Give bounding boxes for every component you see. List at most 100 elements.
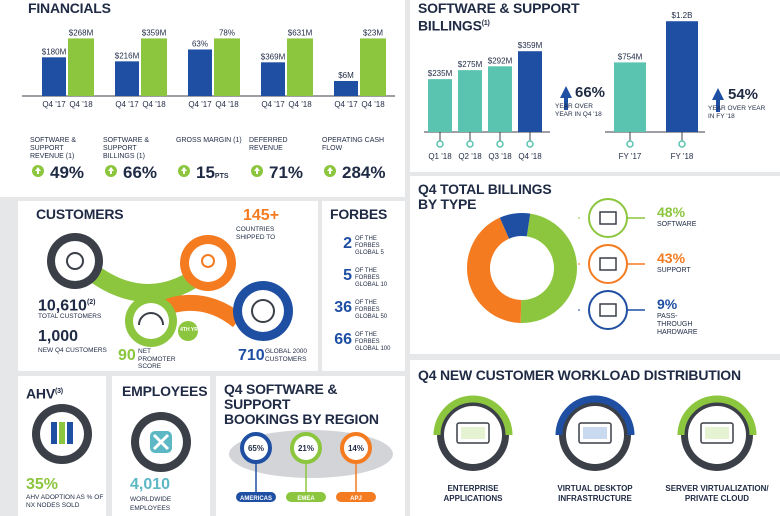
billing-tick-dot (496, 140, 504, 148)
billing-bar-label: $292M (488, 56, 513, 65)
fin-bar-label-q4-18: $268M (69, 28, 94, 37)
growth-arrow-icon (108, 167, 114, 174)
billing-type-title-line1: Q4 TOTAL BILLINGS (418, 181, 552, 197)
fy-tick-dot (678, 140, 686, 148)
billing-bar-label: $275M (458, 60, 483, 69)
fin-x-label: Q4 '17 (188, 100, 212, 109)
forbes-num: 5 (343, 267, 352, 284)
quarter-growth-text: YEAR OVER YEAR IN Q4 '18 (555, 103, 602, 118)
fin-growth: 71% (269, 163, 303, 182)
forbes-title: FORBES (330, 206, 388, 222)
workload-screen-fill (461, 427, 485, 439)
billing-type-glyph (599, 303, 617, 317)
workload-panel: Q4 NEW CUSTOMER WORKLOAD DISTRIBUTION EN… (410, 360, 780, 516)
region-pill (236, 492, 276, 502)
fin-bar-q4-18 (141, 38, 167, 96)
customers-title: CUSTOMERS (36, 206, 124, 222)
fin-bar-q4-18 (68, 38, 94, 96)
billing-bar-quarter (518, 51, 542, 132)
fin-bar-q4-18 (360, 38, 386, 96)
fin-bar-label-q4-17: $180M (42, 47, 67, 56)
fin-growth: 15PTS (196, 163, 229, 182)
nps-text: NET PROMOTER SCORE (138, 348, 176, 370)
fy-bar (666, 21, 698, 132)
region-pill (286, 492, 326, 502)
nps-score: 90 (118, 347, 136, 364)
billing-tick-dot (466, 140, 474, 148)
billing-bar-quarter (488, 66, 512, 132)
users-icon (66, 252, 84, 270)
billings-title-line1: SOFTWARE & SUPPORT (418, 0, 580, 16)
billing-type-donut (467, 198, 645, 330)
billing-type-pct: 9% (657, 296, 678, 312)
fin-group-name: DEFERRED REVENUE (249, 137, 288, 152)
workload-screen-fill (583, 427, 607, 439)
countries-text: COUNTRIES SHIPPED TO (236, 226, 276, 241)
ahv-panel: AHV(3) 35% AHV ADOPTION AS % OF NX NODES… (18, 376, 106, 516)
fin-bar-q4-17 (188, 49, 212, 96)
bookings-title-line1: Q4 SOFTWARE & SUPPORT (224, 381, 338, 412)
financials-title: FINANCIALS (28, 0, 111, 16)
billing-x-label: Q2 '18 (458, 152, 482, 161)
billing-type-glyph (599, 211, 617, 225)
forbes-text: OF THE FORBES GLOBAL 100 (355, 332, 391, 352)
region-name: AMERICAS (240, 496, 272, 502)
bookings-panel: Q4 SOFTWARE & SUPPORT BOOKINGS BY REGION… (216, 376, 405, 516)
fin-bar-q4-17 (261, 62, 285, 96)
nps-badge: 4th YR (180, 327, 198, 333)
fy-tick-dot (626, 140, 634, 148)
fin-bar-label-q4-17: $216M (115, 51, 140, 60)
region-pct: 21% (298, 444, 314, 453)
billing-type-name: SOFTWARE (657, 221, 697, 228)
billings-title-line2: BILLINGS (418, 17, 482, 34)
fin-growth-unit: PTS (215, 173, 229, 180)
quarter-up-arrow-icon (560, 86, 572, 110)
fin-bar-q4-17 (42, 57, 66, 96)
billing-type-icon (588, 198, 628, 238)
billing-type-panel: Q4 TOTAL BILLINGS BY TYPE 48% SOFTWARE 43%… (410, 176, 780, 354)
workload-label-line1: SERVER VIRTUALIZATION/ (665, 484, 769, 493)
fy-bar-label: $1.2B (672, 11, 693, 20)
customers-panel: CUSTOMERS 145+ COUNTRIES SHIPPED TO 10,6… (18, 201, 318, 371)
bookings-title: Q4 SOFTWARE & SUPPORT BOOKINGS BY REGION (224, 382, 405, 427)
workload-title: Q4 NEW CUSTOMER WORKLOAD DISTRIBUTION (418, 367, 741, 383)
award-badge-icon (178, 321, 198, 341)
billing-bar-label: $235M (428, 69, 453, 78)
billing-type-name: PASS-THROUGH HARDWARE (657, 313, 698, 336)
fy-bar (614, 62, 646, 132)
workload-ring-accent (555, 395, 635, 436)
growth-arrow-icon (327, 167, 333, 174)
customers-graphic (47, 233, 293, 347)
fin-x-label: Q4 '18 (69, 100, 93, 109)
fin-x-label: Q4 '17 (261, 100, 285, 109)
ahv-title: AHV(3) (26, 385, 63, 402)
billings-panel: SOFTWARE & SUPPORT BILLINGS(1) $235M Q1 '… (410, 0, 780, 172)
fin-growth: 284% (342, 163, 385, 182)
fin-x-label: Q4 '17 (42, 100, 66, 109)
fin-bar-label-q4-18: 78% (219, 28, 235, 37)
forbes-text: OF THE FORBES GLOBAL 50 (355, 300, 388, 320)
fin-growth: 49% (50, 163, 84, 182)
fy-bar-label: $754M (618, 52, 643, 61)
billings-title: SOFTWARE & SUPPORT BILLINGS(1) (418, 1, 579, 34)
fin-bar-q4-18 (214, 38, 240, 96)
workload-label-line1: VIRTUAL DESKTOP (557, 484, 633, 493)
billings-chart: $235M Q1 '18 $275M Q2 '18 $292M Q3 '18 $359M Q4… (424, 11, 724, 161)
billing-type-title: Q4 TOTAL BILLINGS BY TYPE (418, 182, 552, 212)
fin-group-name: GROSS MARGIN (1) (176, 137, 242, 144)
growth-arrow-icon (181, 167, 187, 174)
gauge-icon (138, 312, 164, 326)
workload-label-line2: INFRASTRUCTURE (558, 494, 632, 503)
workload-label-line1: ENTERPRISE (447, 484, 499, 493)
employees-panel: EMPLOYEES 4,010 WORLDWIDE EMPLOYEES (112, 376, 210, 516)
employees-graphic (131, 412, 191, 472)
workload-ring-accent (433, 395, 513, 436)
forbes-num: 36 (334, 299, 352, 316)
donut-slice (499, 213, 531, 239)
globe-icon (251, 299, 275, 323)
fin-bar-q4-17 (115, 61, 139, 96)
fin-x-label: Q4 '18 (288, 100, 312, 109)
billing-bar-quarter (458, 70, 482, 132)
bookings-region-chart: 65% AMERICAS 21% EMEA 14% APJ (229, 430, 393, 502)
